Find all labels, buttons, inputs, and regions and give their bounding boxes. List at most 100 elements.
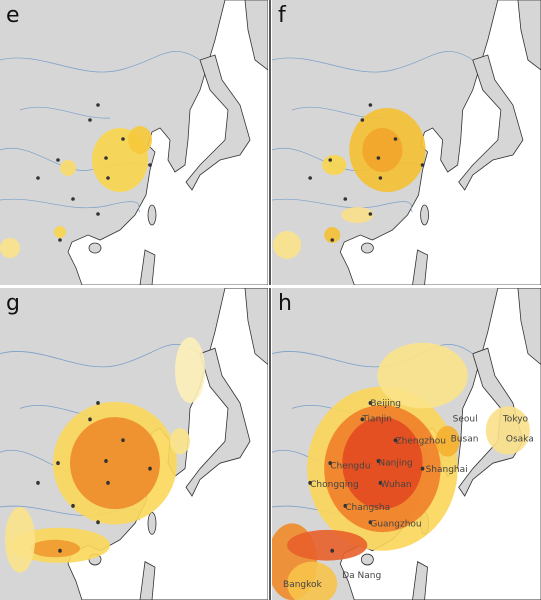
city-dot — [96, 212, 100, 216]
city-label: Zhengzhou — [395, 436, 445, 446]
city-label: Tokyo — [502, 415, 529, 425]
city-label: Beijing — [370, 399, 401, 409]
island — [360, 242, 374, 254]
heat-area — [287, 529, 368, 561]
island — [88, 242, 102, 254]
city-dot — [308, 176, 312, 180]
city-dot — [36, 176, 40, 180]
city-label: Osaka — [506, 434, 534, 444]
city-dot — [106, 176, 110, 180]
city-label: Chongqing — [310, 480, 359, 490]
panel-label: h — [278, 291, 292, 316]
city-dot — [96, 103, 100, 107]
heat-area — [60, 160, 76, 176]
city-dot — [96, 400, 100, 405]
heat-area — [324, 227, 341, 243]
river — [272, 198, 413, 213]
heat-area — [273, 231, 302, 259]
island — [412, 249, 429, 285]
map-panel — [0, 0, 268, 285]
city-label: Tianjin — [361, 415, 392, 425]
city-dot — [343, 503, 348, 508]
city-label: Shanghai — [426, 465, 468, 475]
river — [0, 51, 201, 73]
city-label: Guangzhou — [370, 520, 421, 530]
city-dot — [343, 197, 348, 201]
city-dot — [393, 438, 398, 443]
city-dot — [56, 461, 60, 466]
island — [185, 347, 251, 497]
city-dot — [420, 466, 425, 471]
island — [517, 288, 541, 366]
map-panel — [272, 0, 541, 285]
city-dot — [88, 118, 92, 122]
city-label: Bangkok — [283, 580, 323, 590]
city-dot — [148, 163, 152, 167]
map-panel — [0, 288, 268, 600]
heat-area — [377, 342, 468, 409]
city-dot — [88, 417, 92, 422]
panel-label: g — [6, 291, 20, 316]
city-dot — [378, 176, 383, 180]
city-dot — [368, 103, 373, 107]
river — [19, 106, 111, 119]
heat-area — [485, 406, 530, 455]
river — [0, 198, 141, 213]
heat-area — [5, 506, 35, 573]
river — [0, 344, 201, 368]
island — [244, 288, 268, 366]
city-dot — [420, 163, 425, 167]
heat-area — [30, 539, 80, 558]
island — [139, 249, 156, 285]
city-label: Seoul — [453, 415, 478, 425]
heat-area — [175, 337, 205, 403]
heat-area — [70, 417, 160, 510]
city-dot — [393, 137, 398, 141]
heat-area — [435, 425, 460, 457]
panel-label: e — [6, 3, 20, 28]
city-label: Busan — [451, 434, 479, 444]
heat-area — [362, 128, 403, 172]
city-dot — [121, 438, 125, 443]
city-dot — [58, 238, 62, 242]
city-dot — [104, 156, 108, 160]
heat-area — [0, 238, 20, 258]
island — [420, 204, 429, 226]
city-label: Chengdu — [330, 462, 370, 472]
city-dot — [308, 480, 312, 485]
city-label: Da Nang — [342, 571, 381, 581]
city-dot — [360, 118, 365, 122]
island — [517, 0, 541, 71]
city-dot — [104, 458, 108, 463]
city-label: Nanjing — [378, 458, 412, 468]
city-dot — [148, 466, 152, 471]
city-dot — [71, 503, 75, 508]
city-dot — [121, 137, 125, 141]
city-dot — [368, 212, 373, 216]
panel-label: f — [278, 3, 287, 28]
map-panel — [272, 288, 541, 600]
city-dot — [330, 238, 335, 242]
city-dot — [328, 158, 333, 162]
city-dot — [328, 461, 333, 466]
island — [147, 204, 157, 226]
city-label: Changsha — [345, 503, 390, 513]
heat-area — [287, 561, 338, 600]
heat-area — [322, 155, 347, 175]
island — [458, 54, 524, 191]
city-dot — [106, 480, 110, 485]
island — [139, 561, 156, 600]
city-dot — [378, 480, 383, 485]
heat-area — [170, 428, 190, 455]
island — [360, 553, 374, 566]
island — [412, 561, 429, 600]
city-dot — [376, 458, 381, 463]
heat-area — [342, 417, 423, 510]
island — [147, 511, 157, 535]
city-dot — [368, 400, 373, 405]
city-label: Wuhan — [380, 480, 411, 490]
city-dot — [71, 197, 75, 201]
city-dot — [36, 480, 40, 485]
city-dot — [56, 158, 60, 162]
